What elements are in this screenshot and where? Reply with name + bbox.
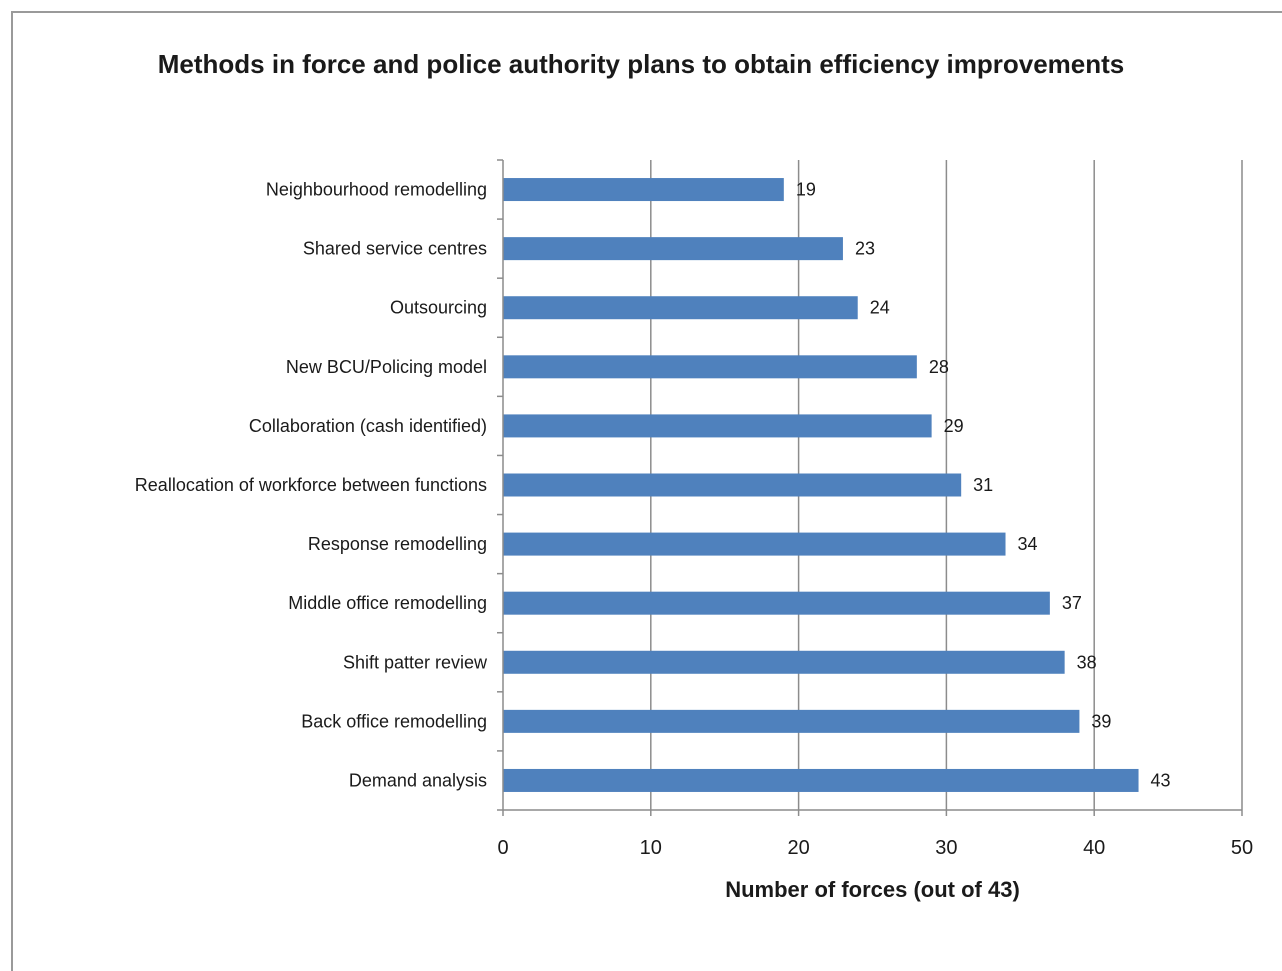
x-tick-label: 40 [1083, 837, 1105, 859]
bar [503, 473, 962, 497]
tick-labels: 0 10 20 30 40 50 [497, 837, 1253, 859]
category-label: New BCU/Policing model [286, 357, 487, 377]
category-label: Reallocation of workforce between functi… [135, 475, 487, 495]
data-label: 39 [1091, 711, 1111, 731]
category-label: Back office remodelling [301, 711, 487, 731]
category-label: Demand analysis [349, 770, 487, 790]
data-label: 38 [1077, 652, 1097, 672]
x-tick-label: 20 [787, 837, 809, 859]
category-label: Shift patter review [343, 652, 488, 672]
x-tick-label: 50 [1231, 837, 1253, 859]
bar-chart: Neighbourhood remodelling Shared service … [135, 159, 1253, 902]
category-label: Collaboration (cash identified) [249, 416, 487, 436]
bar [503, 178, 784, 202]
bar [503, 768, 1139, 792]
category-label: Neighbourhood remodelling [266, 180, 487, 200]
bar [503, 296, 858, 320]
data-labels: 19 23 24 28 29 31 34 37 38 39 43 [796, 180, 1171, 791]
category-labels: Neighbourhood remodelling Shared service … [135, 180, 488, 791]
data-label: 29 [944, 416, 964, 436]
x-tick-label: 30 [935, 837, 957, 859]
category-label: Response remodelling [308, 534, 487, 554]
data-label: 43 [1151, 770, 1171, 790]
category-label: Middle office remodelling [288, 593, 487, 613]
bar [503, 591, 1050, 615]
data-label: 31 [973, 475, 993, 495]
bar [503, 414, 932, 438]
bars [503, 178, 1139, 792]
data-label: 37 [1062, 593, 1082, 613]
data-label: 19 [796, 180, 816, 200]
category-label: Shared service centres [303, 239, 487, 259]
bar [503, 355, 917, 379]
data-label: 23 [855, 239, 875, 259]
data-label: 24 [870, 298, 890, 318]
x-tick-label: 0 [497, 837, 508, 859]
x-tick-label: 10 [640, 837, 662, 859]
bar [503, 237, 843, 261]
chart-frame [11, 11, 1282, 971]
bar [503, 709, 1080, 733]
bar [503, 532, 1006, 556]
data-label: 28 [929, 357, 949, 377]
axes [497, 159, 1243, 816]
category-label: Outsourcing [390, 298, 487, 318]
chart-title: Methods in force and police authority pl… [157, 49, 1125, 79]
x-axis-label: Number of forces (out of 43) [725, 877, 1020, 902]
data-label: 34 [1018, 534, 1038, 554]
bar [503, 650, 1065, 674]
